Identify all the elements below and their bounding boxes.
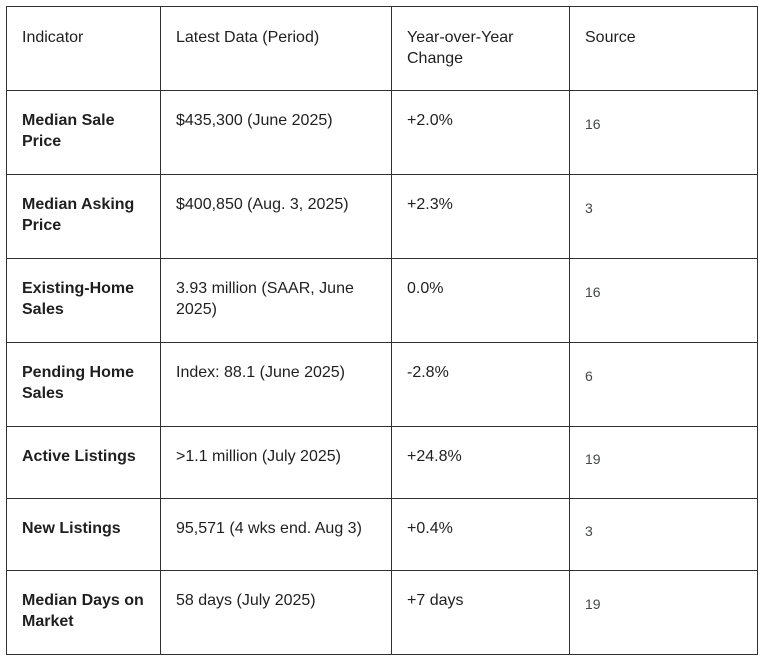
table-row: New Listings 95,571 (4 wks end. Aug 3) +… — [6, 498, 758, 571]
source-cell: 16 — [569, 258, 758, 343]
source-cell: 16 — [569, 90, 758, 175]
yoy-change-cell: +2.0% — [391, 90, 570, 175]
header-yoy-change: Year-over-Year Change — [391, 6, 570, 91]
header-indicator: Indicator — [6, 6, 161, 91]
yoy-change-cell: +2.3% — [391, 174, 570, 259]
yoy-change-cell: 0.0% — [391, 258, 570, 343]
indicator-cell: Existing-Home Sales — [6, 258, 161, 343]
yoy-change-cell: +0.4% — [391, 498, 570, 571]
latest-data-cell: 95,571 (4 wks end. Aug 3) — [160, 498, 392, 571]
yoy-change-cell: +7 days — [391, 570, 570, 655]
indicator-cell: Pending Home Sales — [6, 342, 161, 427]
source-cell: 19 — [569, 570, 758, 655]
indicator-cell: Median Days on Market — [6, 570, 161, 655]
source-cell: 3 — [569, 174, 758, 259]
indicator-cell: New Listings — [6, 498, 161, 571]
table-row: Median Asking Price $400,850 (Aug. 3, 20… — [6, 174, 758, 259]
yoy-change-cell: -2.8% — [391, 342, 570, 427]
header-latest-data: Latest Data (Period) — [160, 6, 392, 91]
yoy-change-cell: +24.8% — [391, 426, 570, 499]
source-cell: 19 — [569, 426, 758, 499]
source-cell: 6 — [569, 342, 758, 427]
latest-data-cell: 58 days (July 2025) — [160, 570, 392, 655]
latest-data-cell: >1.1 million (July 2025) — [160, 426, 392, 499]
housing-indicators-table-container: Indicator Latest Data (Period) Year-over… — [6, 6, 758, 655]
source-cell: 3 — [569, 498, 758, 571]
latest-data-cell: $400,850 (Aug. 3, 2025) — [160, 174, 392, 259]
indicator-cell: Active Listings — [6, 426, 161, 499]
header-source: Source — [569, 6, 758, 91]
indicator-cell: Median Asking Price — [6, 174, 161, 259]
latest-data-cell: Index: 88.1 (June 2025) — [160, 342, 392, 427]
table-row: Pending Home Sales Index: 88.1 (June 202… — [6, 342, 758, 427]
indicator-cell: Median Sale Price — [6, 90, 161, 175]
table-row: Existing-Home Sales 3.93 million (SAAR, … — [6, 258, 758, 343]
table-row: Median Sale Price $435,300 (June 2025) +… — [6, 90, 758, 175]
latest-data-cell: $435,300 (June 2025) — [160, 90, 392, 175]
table-row: Median Days on Market 58 days (July 2025… — [6, 570, 758, 655]
latest-data-cell: 3.93 million (SAAR, June 2025) — [160, 258, 392, 343]
table-row: Active Listings >1.1 million (July 2025)… — [6, 426, 758, 499]
table-header-row: Indicator Latest Data (Period) Year-over… — [6, 6, 758, 91]
housing-indicators-table: Indicator Latest Data (Period) Year-over… — [6, 6, 758, 655]
